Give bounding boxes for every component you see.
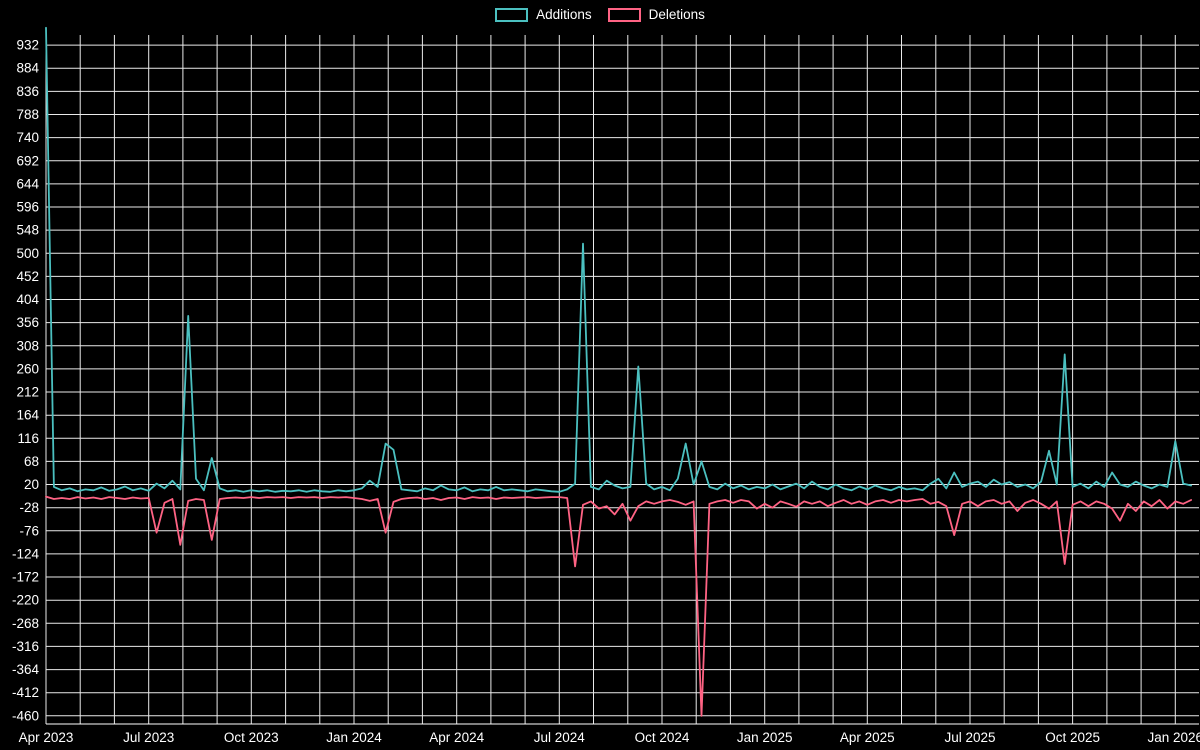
y-axis-labels: 932 884 836 788 740 692 644 596 548 500 452 404 356 3… [12,38,40,724]
y-tick-label: -268 [12,616,39,631]
y-tick-label: -460 [12,708,39,723]
y-tick-label: 308 [16,338,39,353]
x-tick-label: Oct 2025 [1045,730,1100,745]
chart-legend: Additions Deletions [0,7,1200,22]
y-tick-label: -220 [12,593,39,608]
legend-label-deletions: Deletions [648,7,705,22]
x-tick-label: Jul 2025 [944,730,995,745]
legend-label-additions: Additions [536,7,592,22]
y-tick-label: 500 [16,246,39,261]
y-tick-label: 116 [17,431,39,446]
y-tick-label: 740 [16,130,39,145]
x-tick-label: Oct 2024 [635,730,690,745]
x-tick-label: Apr 2023 [19,730,74,745]
y-tick-label: 356 [16,315,39,330]
y-tick-label: 68 [24,454,39,469]
x-tick-label: Jan 2025 [737,730,793,745]
y-tick-label: 932 [16,38,39,53]
y-tick-label: 884 [16,61,39,76]
y-tick-label: 452 [16,269,39,284]
y-tick-label: 404 [16,292,39,307]
gridlines [45,35,1199,724]
x-tick-label: Jul 2023 [123,730,174,745]
x-tick-label: Oct 2023 [224,730,279,745]
legend-item-additions[interactable]: Additions [495,7,592,22]
deletions-swatch-icon [607,7,641,22]
x-tick-label: Jan 2024 [326,730,382,745]
y-tick-label: 596 [16,200,39,215]
y-tick-label: -412 [12,685,39,700]
y-tick-label: 548 [16,223,39,238]
legend-item-deletions[interactable]: Deletions [607,7,705,22]
y-tick-label: 836 [16,84,39,99]
y-tick-label: -172 [12,570,39,585]
additions-swatch-icon [495,7,529,22]
x-tick-label: Apr 2024 [429,730,484,745]
y-tick-label: 260 [16,361,39,376]
y-tick-label: 20 [24,477,39,492]
x-tick-label: Apr 2025 [840,730,895,745]
x-axis-labels: Apr 2023 Jul 2023 Oct 2023 Jan 2024 Apr 2024… [19,730,1200,745]
deletions-line [45,495,1192,717]
additions-line [45,26,1192,493]
y-tick-label: -76 [19,523,39,538]
y-tick-label: -124 [12,546,40,561]
y-tick-label: -28 [19,500,39,515]
y-tick-label: 644 [16,176,39,191]
x-tick-label: Jul 2024 [534,730,586,745]
y-tick-label: -316 [12,639,39,654]
y-tick-label: 164 [16,408,39,423]
y-tick-label: 788 [16,107,39,122]
y-tick-label: -364 [12,662,40,677]
x-tick-label: Jan 2026 [1148,730,1200,745]
y-tick-label: 212 [16,385,39,400]
y-tick-label: 692 [16,153,39,168]
